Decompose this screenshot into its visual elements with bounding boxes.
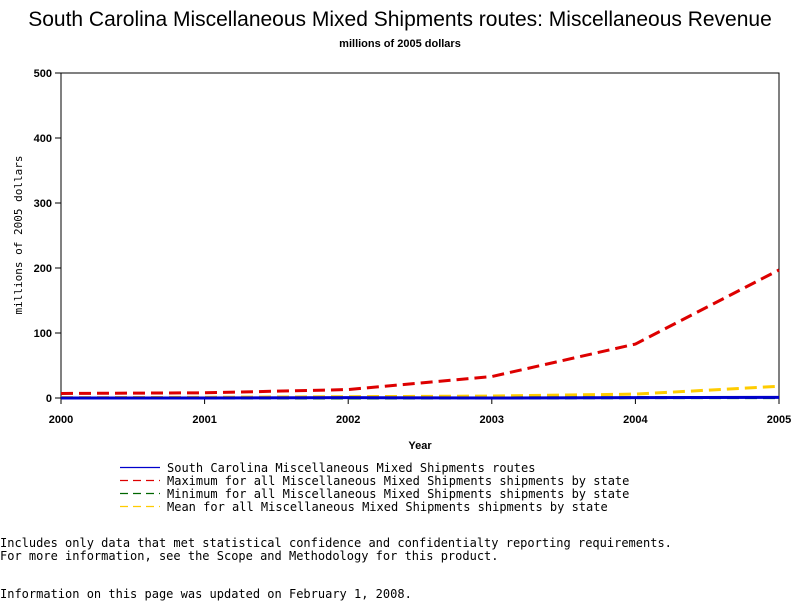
x-tick-label: 2002 — [336, 414, 360, 426]
updated-note: Information on this page was updated on … — [0, 587, 412, 601]
note-line-2: For more information, see the Scope and … — [0, 549, 499, 563]
legend-entry: Minimum for all Miscellaneous Mixed Ship… — [118, 487, 629, 500]
series-line-3 — [61, 386, 779, 397]
x-axis-label: Year — [408, 440, 432, 452]
legend-entry: Mean for all Miscellaneous Mixed Shipmen… — [118, 500, 629, 513]
legend-swatch — [118, 487, 160, 500]
y-tick-label: 100 — [34, 328, 52, 340]
y-tick-label: 0 — [46, 393, 52, 405]
y-axis-label: millions of 2005 dollars — [12, 156, 25, 315]
plot-frame — [61, 73, 779, 398]
legend-swatch — [118, 474, 160, 487]
chart-area: 0 100 200 300 400 500 2000 2001 2002 2003 2004 200… — [0, 0, 800, 460]
x-tick-label: 2004 — [623, 414, 648, 426]
y-tick-label: 500 — [34, 68, 52, 80]
legend-swatch — [118, 500, 160, 513]
legend-label: Minimum for all Miscellaneous Mixed Ship… — [167, 487, 629, 501]
y-tick-label: 400 — [34, 133, 52, 145]
legend-swatch — [118, 461, 160, 474]
series-line-1 — [61, 270, 779, 394]
legend-entry: Maximum for all Miscellaneous Mixed Ship… — [118, 474, 629, 487]
note-line-1: Includes only data that met statistical … — [0, 536, 672, 550]
x-tick-label: 2003 — [480, 414, 504, 426]
legend-label: South Carolina Miscellaneous Mixed Shipm… — [167, 461, 535, 475]
y-tick-label: 200 — [34, 263, 52, 275]
y-tick-label: 300 — [34, 198, 52, 210]
x-tick-label: 2005 — [767, 414, 791, 426]
legend-entry: South Carolina Miscellaneous Mixed Shipm… — [118, 461, 629, 474]
legend: South Carolina Miscellaneous Mixed Shipm… — [118, 461, 629, 513]
x-tick-label: 2001 — [192, 414, 216, 426]
series-line-0 — [61, 397, 779, 398]
legend-label: Maximum for all Miscellaneous Mixed Ship… — [167, 474, 629, 488]
x-tick-label: 2000 — [49, 414, 73, 426]
legend-label: Mean for all Miscellaneous Mixed Shipmen… — [167, 500, 608, 514]
